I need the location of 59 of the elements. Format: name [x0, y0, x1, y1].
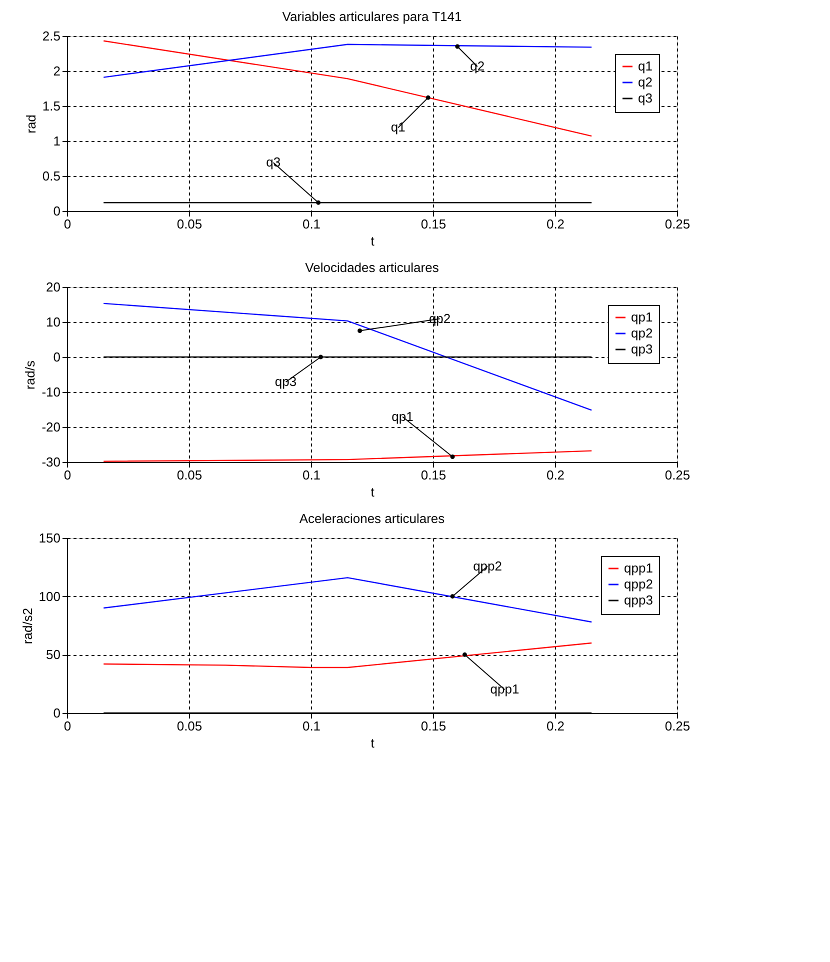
y-tick-label: 20	[46, 280, 60, 294]
x-axis-title: t	[370, 736, 375, 750]
x-tick-label: 0	[64, 468, 72, 482]
y-tick-label: -30	[42, 454, 60, 470]
x-tick-label: 0.2	[546, 718, 565, 734]
x-tick-label: 0.1	[302, 718, 321, 734]
y-tick-label: -10	[42, 384, 60, 400]
x-tick-label: 0.05	[176, 216, 202, 232]
x-axis-title: t	[370, 484, 375, 500]
y-tick-label: 2.5	[42, 28, 60, 44]
annotation: q2	[470, 58, 485, 74]
y-tick-label: 10	[46, 314, 60, 330]
y-tick-label: 2	[53, 64, 60, 78]
y-tick-label: -20	[42, 420, 60, 434]
y-tick-label: 100	[38, 588, 60, 604]
annotation: qp1	[392, 408, 414, 424]
annotation: q3	[266, 154, 281, 170]
x-tick-label: 0.15	[420, 468, 446, 482]
legend-label: qp2	[631, 326, 653, 340]
legend-label: qp3	[631, 342, 653, 356]
y-tick-label: 150	[38, 530, 60, 546]
legend-label: qpp1	[624, 560, 653, 576]
x-tick-label: 0.25	[664, 468, 690, 482]
x-tick-label: 0	[64, 718, 72, 734]
chart-title: Variables articulares para T141	[282, 9, 462, 24]
y-tick-label: 0	[53, 350, 60, 364]
x-tick-label: 0.1	[302, 216, 321, 232]
x-tick-label: 0.1	[302, 468, 321, 482]
y-axis-title: rad/s2	[20, 608, 35, 644]
y-tick-label: 0	[53, 706, 60, 720]
annotation: qp3	[274, 374, 297, 389]
x-tick-label: 0.25	[664, 216, 690, 232]
x-tick-label: 0.15	[420, 718, 446, 734]
annotation: qpp2	[473, 558, 502, 574]
y-tick-label: 1.5	[42, 98, 60, 114]
y-tick-label: 0	[53, 204, 60, 218]
x-tick-label: 0.25	[664, 718, 690, 734]
x-axis-title: t	[370, 234, 375, 248]
x-tick-label: 0.2	[546, 468, 565, 482]
legend-label: qpp2	[624, 576, 653, 592]
chart-title: Aceleraciones articulares	[299, 511, 446, 526]
y-axis-title: rad	[23, 114, 38, 134]
x-tick-label: 0	[64, 216, 72, 232]
legend-label: q1	[638, 58, 652, 74]
annotation: qpp1	[490, 682, 520, 697]
y-tick-label: 50	[46, 647, 60, 662]
legend-label: q2	[638, 74, 652, 90]
y-tick-label: 1	[53, 134, 60, 148]
y-axis-title: rad/s	[22, 360, 38, 390]
annotation: q1	[390, 120, 406, 135]
legend-label: qpp3	[624, 592, 653, 608]
y-tick-label: 0.5	[42, 168, 60, 184]
x-tick-label: 0.05	[176, 468, 202, 482]
legend-label: q3	[638, 90, 652, 106]
x-tick-label: 0.05	[176, 718, 202, 734]
legend-label: qp1	[631, 310, 653, 324]
x-tick-label: 0.15	[420, 216, 446, 232]
x-tick-label: 0.2	[546, 216, 565, 232]
chart-title: Velocidades articulares	[305, 260, 440, 275]
